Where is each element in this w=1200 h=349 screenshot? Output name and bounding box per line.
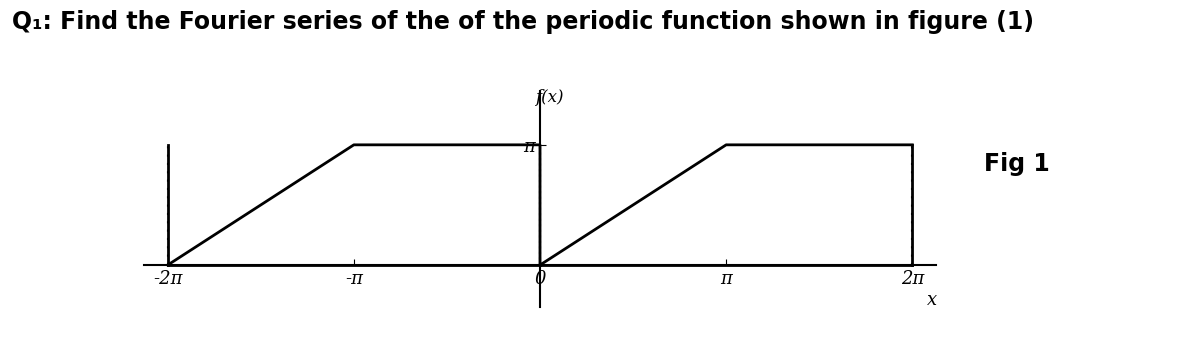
Text: x: x (928, 291, 937, 310)
Text: f(x): f(x) (535, 89, 563, 106)
Text: Q₁: Find the Fourier series of the of the periodic function shown in figure (1): Q₁: Find the Fourier series of the of th… (12, 10, 1034, 35)
Text: Fig 1: Fig 1 (984, 152, 1050, 176)
